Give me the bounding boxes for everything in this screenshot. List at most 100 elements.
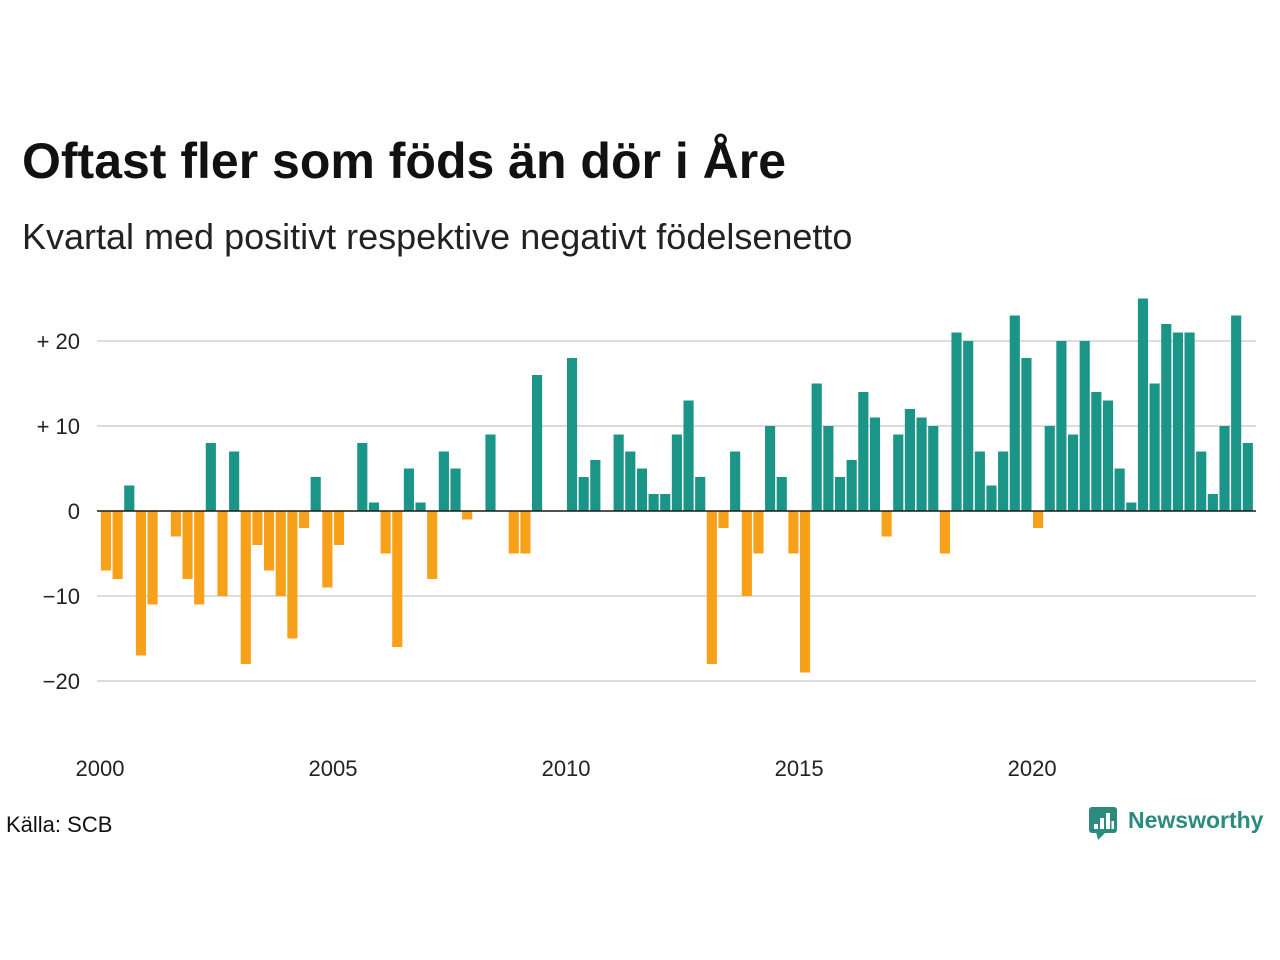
bar <box>881 511 892 537</box>
bar <box>1044 426 1055 511</box>
bar <box>1021 358 1032 511</box>
newsworthy-logo-icon <box>1089 807 1117 840</box>
bar <box>928 426 939 511</box>
x-tick-label: 2010 <box>542 756 591 781</box>
bar <box>963 341 974 511</box>
bar <box>1242 443 1253 511</box>
bar <box>741 511 752 596</box>
chart-title: Oftast fler som föds än dör i Åre <box>22 133 786 189</box>
bar <box>893 434 904 511</box>
bar <box>718 511 729 528</box>
bar <box>100 511 112 571</box>
bar <box>1172 332 1183 511</box>
bar <box>403 468 414 511</box>
bar <box>368 502 380 511</box>
y-tick-label: + 20 <box>37 329 80 354</box>
bar <box>1137 298 1149 511</box>
bar <box>811 383 822 511</box>
bar <box>1009 315 1020 511</box>
x-tick-label: 2000 <box>76 756 125 781</box>
bar <box>310 477 321 511</box>
bar <box>392 511 403 647</box>
bar <box>182 511 193 579</box>
bar <box>322 511 333 588</box>
bar <box>636 468 648 511</box>
bar <box>1114 468 1125 511</box>
source-note: Källa: SCB <box>6 812 112 837</box>
bar <box>508 511 519 554</box>
bar <box>1079 341 1090 511</box>
bar <box>357 443 368 511</box>
chart-subtitle: Kvartal med positivt respektive negativt… <box>22 216 852 257</box>
bar <box>205 443 216 511</box>
bar <box>1219 426 1230 511</box>
bar <box>147 511 158 605</box>
bar <box>170 511 181 537</box>
bar <box>590 460 601 511</box>
bar <box>1102 400 1114 511</box>
bar <box>869 417 881 511</box>
bar <box>485 434 496 511</box>
bar <box>1126 502 1137 511</box>
logo-icon-tail <box>1096 832 1106 840</box>
bar <box>1067 434 1079 511</box>
bar <box>1184 332 1195 511</box>
bar <box>427 511 438 579</box>
x-tick-label: 2020 <box>1008 756 1057 781</box>
bar <box>520 511 531 554</box>
bar <box>613 434 624 511</box>
bar <box>998 451 1009 511</box>
bar <box>566 358 578 511</box>
logo-icon-bar <box>1106 813 1110 829</box>
bar <box>753 511 764 554</box>
bar <box>730 451 741 511</box>
bar <box>264 511 275 571</box>
logo-icon-bar <box>1100 818 1104 829</box>
bar <box>462 511 473 520</box>
logo-icon-bar <box>1111 821 1114 829</box>
y-tick-label: −10 <box>43 584 80 609</box>
bar <box>438 451 449 511</box>
bar <box>252 511 263 545</box>
x-tick-label: 2015 <box>775 756 824 781</box>
bar <box>671 434 682 511</box>
bar <box>229 451 240 511</box>
bar <box>333 511 345 545</box>
y-axis: + 20 + 10 0 −10 −20 <box>37 329 80 694</box>
bar <box>415 502 426 511</box>
bar <box>578 477 589 511</box>
bar <box>1231 315 1242 511</box>
bar <box>823 426 834 511</box>
bar <box>1149 383 1160 511</box>
bar <box>648 494 659 511</box>
bar <box>450 468 461 511</box>
bar <box>695 477 706 511</box>
bar <box>625 451 636 511</box>
x-tick-label: 2005 <box>309 756 358 781</box>
bar <box>799 511 811 673</box>
bar <box>1056 341 1067 511</box>
logo-text: Newsworthy <box>1128 807 1264 833</box>
logo-icon-bar <box>1094 824 1098 829</box>
newsworthy-logo: Newsworthy <box>1089 807 1264 840</box>
bar <box>776 477 787 511</box>
bar <box>916 417 927 511</box>
bar <box>951 332 962 511</box>
y-tick-label: 0 <box>68 499 80 524</box>
y-tick-label: + 10 <box>37 414 80 439</box>
bar <box>858 392 869 511</box>
bar <box>194 511 205 605</box>
bar <box>380 511 391 554</box>
bar <box>112 511 123 579</box>
bar <box>706 511 717 664</box>
bar <box>135 511 146 656</box>
bar <box>1196 451 1207 511</box>
bar <box>765 426 776 511</box>
bar <box>974 451 985 511</box>
bar <box>986 485 997 511</box>
bar <box>240 511 251 664</box>
bar <box>846 460 857 511</box>
bar <box>939 511 950 554</box>
bar <box>660 494 671 511</box>
